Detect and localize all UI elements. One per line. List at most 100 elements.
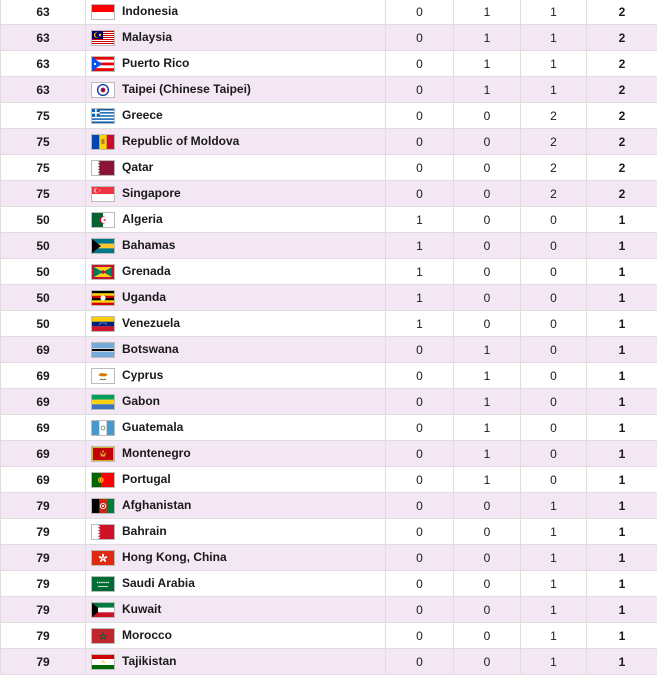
rank-cell: 79	[1, 519, 86, 545]
country-name[interactable]: Montenegro	[122, 446, 191, 460]
country-cell: Greece	[86, 103, 386, 129]
gabon-flag-icon	[91, 394, 115, 410]
table-row: 79 Saudi Arabia 0 0 1 1	[1, 571, 657, 597]
country-cell: Cyprus	[86, 363, 386, 389]
table-row: 63 Taipei (Chinese Taipei) 0 1 1 2	[1, 77, 657, 103]
country-name[interactable]: Morocco	[122, 628, 172, 642]
table-row: 75 Republic of Moldova 0 0 2 2	[1, 129, 657, 155]
country-name[interactable]: Greece	[122, 108, 163, 122]
cyprus-flag-icon	[91, 368, 115, 384]
gold-count: 0	[386, 0, 454, 25]
total-count: 1	[587, 649, 657, 675]
table-row: 79 Bahrain 0 0 1 1	[1, 519, 657, 545]
puerto-rico-flag-icon	[91, 56, 115, 72]
country-cell: Tajikistan	[86, 649, 386, 675]
gold-count: 0	[386, 623, 454, 649]
country-name[interactable]: Gabon	[122, 394, 160, 408]
qatar-flag-icon	[91, 160, 115, 176]
rank-cell: 75	[1, 181, 86, 207]
silver-count: 0	[454, 597, 521, 623]
gold-count: 0	[386, 545, 454, 571]
country-name[interactable]: Uganda	[122, 290, 166, 304]
country-name[interactable]: Malaysia	[122, 30, 172, 44]
silver-count: 0	[454, 311, 521, 337]
country-name[interactable]: Algeria	[122, 212, 163, 226]
uganda-flag-icon	[91, 290, 115, 306]
gold-count: 0	[386, 103, 454, 129]
bronze-count: 1	[521, 0, 587, 25]
table-row: 75 Greece 0 0 2 2	[1, 103, 657, 129]
silver-count: 1	[454, 337, 521, 363]
bronze-count: 1	[521, 649, 587, 675]
total-count: 2	[587, 51, 657, 77]
total-count: 1	[587, 623, 657, 649]
silver-count: 0	[454, 285, 521, 311]
country-name[interactable]: Taipei (Chinese Taipei)	[122, 82, 251, 96]
country-cell: Puerto Rico	[86, 51, 386, 77]
silver-count: 0	[454, 181, 521, 207]
rank-cell: 79	[1, 493, 86, 519]
country-name[interactable]: Grenada	[122, 264, 171, 278]
country-cell: Hong Kong, China	[86, 545, 386, 571]
country-cell: Algeria	[86, 207, 386, 233]
country-name[interactable]: Puerto Rico	[122, 56, 189, 70]
country-name[interactable]: Singapore	[122, 186, 181, 200]
table-row: 79 Afghanistan 0 0 1 1	[1, 493, 657, 519]
gold-count: 0	[386, 467, 454, 493]
country-name[interactable]: Hong Kong, China	[122, 550, 227, 564]
total-count: 1	[587, 597, 657, 623]
bronze-count: 0	[521, 337, 587, 363]
rank-cell: 63	[1, 51, 86, 77]
total-count: 1	[587, 519, 657, 545]
country-name[interactable]: Tajikistan	[122, 654, 176, 668]
table-row: 63 Puerto Rico 0 1 1 2	[1, 51, 657, 77]
country-name[interactable]: Afghanistan	[122, 498, 191, 512]
country-name[interactable]: Republic of Moldova	[122, 134, 239, 148]
rank-cell: 75	[1, 103, 86, 129]
rank-cell: 50	[1, 207, 86, 233]
bronze-count: 0	[521, 415, 587, 441]
country-name[interactable]: Botswana	[122, 342, 179, 356]
rank-cell: 69	[1, 337, 86, 363]
country-name[interactable]: Bahamas	[122, 238, 175, 252]
country-name[interactable]: Kuwait	[122, 602, 161, 616]
silver-count: 1	[454, 25, 521, 51]
rank-cell: 50	[1, 233, 86, 259]
country-cell: Portugal	[86, 467, 386, 493]
total-count: 1	[587, 363, 657, 389]
country-cell: Afghanistan	[86, 493, 386, 519]
country-name[interactable]: Portugal	[122, 472, 171, 486]
silver-count: 1	[454, 441, 521, 467]
total-count: 1	[587, 415, 657, 441]
montenegro-flag-icon	[91, 446, 115, 462]
gold-count: 0	[386, 129, 454, 155]
country-name[interactable]: Cyprus	[122, 368, 163, 382]
rank-cell: 75	[1, 129, 86, 155]
total-count: 1	[587, 311, 657, 337]
venezuela-flag-icon	[91, 316, 115, 332]
country-name[interactable]: Guatemala	[122, 420, 183, 434]
total-count: 2	[587, 129, 657, 155]
country-name[interactable]: Saudi Arabia	[122, 576, 195, 590]
silver-count: 1	[454, 0, 521, 25]
country-cell: Venezuela	[86, 311, 386, 337]
total-count: 2	[587, 77, 657, 103]
silver-count: 1	[454, 415, 521, 441]
gold-count: 0	[386, 51, 454, 77]
silver-count: 0	[454, 519, 521, 545]
country-name[interactable]: Indonesia	[122, 4, 178, 18]
bronze-count: 2	[521, 129, 587, 155]
botswana-flag-icon	[91, 342, 115, 358]
country-name[interactable]: Qatar	[122, 160, 153, 174]
gold-count: 0	[386, 363, 454, 389]
country-name[interactable]: Venezuela	[122, 316, 180, 330]
country-cell: Gabon	[86, 389, 386, 415]
gold-count: 1	[386, 233, 454, 259]
indonesia-flag-icon	[91, 4, 115, 20]
gold-count: 1	[386, 207, 454, 233]
table-row: 69 Guatemala 0 1 0 1	[1, 415, 657, 441]
rank-cell: 79	[1, 571, 86, 597]
table-row: 50 Venezuela 1 0 0 1	[1, 311, 657, 337]
country-name[interactable]: Bahrain	[122, 524, 167, 538]
gold-count: 1	[386, 259, 454, 285]
